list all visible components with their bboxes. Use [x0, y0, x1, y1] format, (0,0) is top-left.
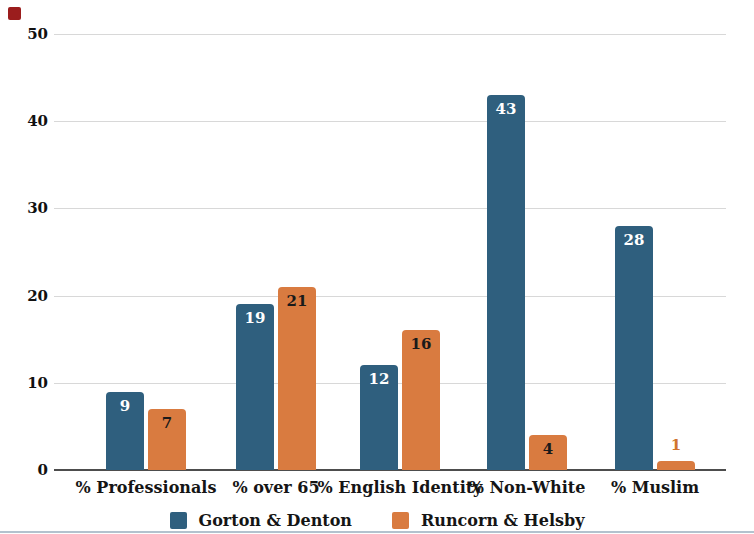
legend: Gorton & Denton Runcorn & Helsby	[0, 509, 754, 531]
bar-value-label: 19	[236, 310, 274, 326]
legend-label-runcorn-helsby: Runcorn & Helsby	[421, 511, 585, 530]
legend-label-gorton-denton: Gorton & Denton	[199, 511, 352, 530]
bar-runcorn-helsby-5	[657, 461, 695, 470]
y-axis-tick-label-20: 20	[0, 287, 48, 305]
chart-canvas: 0102030405097% Professionals1921% over 6…	[0, 0, 754, 534]
y-axis-tick-label-0: 0	[0, 461, 48, 479]
y-axis-tick-label-10: 10	[0, 374, 48, 392]
bar-value-label: 28	[615, 232, 653, 248]
bar-gorton-denton-5	[615, 226, 653, 470]
gridline-30	[54, 208, 726, 209]
gridline-50	[54, 34, 726, 35]
bar-value-label: 43	[487, 101, 525, 117]
y-axis-tick-label-40: 40	[0, 112, 48, 130]
bottom-divider	[0, 531, 754, 533]
bar-gorton-denton-4	[487, 95, 525, 470]
y-axis-tick-label-30: 30	[0, 199, 48, 217]
bar-value-label: 21	[278, 293, 316, 309]
bar-value-label: 4	[529, 441, 567, 457]
category-label-5: % Muslim	[545, 478, 754, 498]
gridline-40	[54, 121, 726, 122]
bar-runcorn-helsby-2	[278, 287, 316, 470]
bar-chart: 0102030405097% Professionals1921% over 6…	[0, 0, 754, 534]
bar-gorton-denton-2	[236, 304, 274, 470]
legend-swatch-gorton-denton	[170, 512, 187, 529]
bar-value-label: 9	[106, 398, 144, 414]
bar-value-label: 16	[402, 336, 440, 352]
bar-value-label: 7	[148, 415, 186, 431]
legend-swatch-runcorn-helsby	[392, 512, 409, 529]
y-axis-tick-label-50: 50	[0, 25, 48, 43]
bar-value-label: 1	[657, 437, 695, 453]
bar-value-label: 12	[360, 371, 398, 387]
